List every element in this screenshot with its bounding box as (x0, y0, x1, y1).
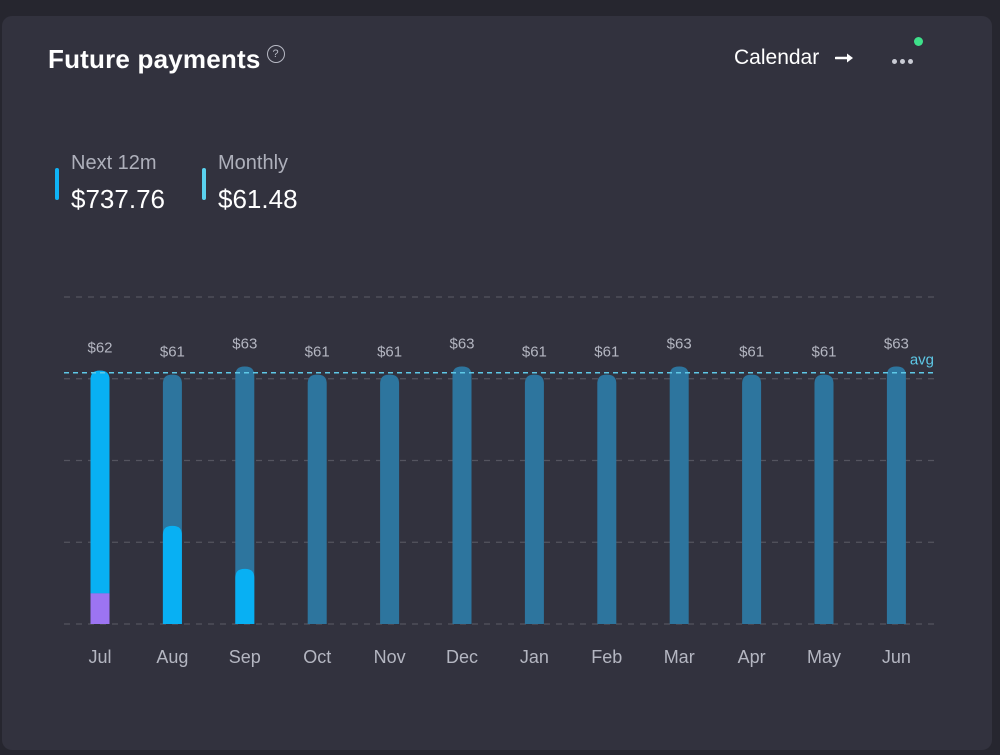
bar-value-label: $61 (522, 344, 547, 361)
bar-value-label: $63 (884, 335, 909, 352)
x-tick-label: Apr (738, 647, 766, 667)
bar-value-label: $63 (449, 335, 474, 352)
bar-value-label: $61 (305, 344, 330, 361)
card-title: Future payments (48, 44, 261, 74)
bar-value-label: $61 (739, 344, 764, 361)
arrow-right-icon (835, 53, 854, 63)
bar-value-label: $61 (811, 344, 836, 361)
more-horizontal-icon (892, 59, 897, 64)
bar-value-label: $63 (232, 335, 257, 352)
more-options-button[interactable] (886, 48, 920, 74)
bar-planned (235, 366, 255, 624)
bar-planned (452, 366, 472, 624)
bar-planned (886, 366, 906, 624)
notification-dot (914, 37, 923, 46)
x-tick-label: Nov (374, 647, 406, 667)
x-tick-label: Jun (882, 647, 911, 667)
bar-planned (814, 374, 834, 624)
bar-paid (90, 370, 110, 594)
x-tick-label: Aug (156, 647, 188, 667)
x-tick-label: Sep (229, 647, 261, 667)
stat-value: $737.76 (71, 184, 165, 214)
stat-marker (55, 168, 59, 200)
bar-value-label: $63 (667, 335, 692, 352)
x-tick-label: Jan (520, 647, 549, 667)
x-tick-label: Mar (664, 647, 695, 667)
bar-planned (669, 366, 689, 624)
bar-planned (597, 374, 617, 624)
avg-label: avg (910, 352, 934, 369)
stat-label: Monthly (218, 152, 289, 174)
x-tick-label: Jul (88, 647, 111, 667)
stat-marker (202, 168, 206, 200)
bar-planned (380, 374, 400, 624)
x-tick-label: Dec (446, 647, 478, 667)
stat-label: Next 12m (71, 152, 157, 174)
stat-value: $61.48 (218, 184, 298, 214)
bar-planned (524, 374, 544, 624)
bar-planned (742, 374, 762, 624)
bar-value-label: $61 (160, 344, 185, 361)
help-icon[interactable]: ? (266, 45, 285, 63)
bar-overdue (90, 593, 110, 624)
x-tick-label: May (807, 647, 841, 667)
x-tick-label: Oct (303, 647, 331, 667)
bar-paid (162, 525, 182, 624)
bar-paid (235, 568, 255, 624)
calendar-label: Calendar (734, 46, 820, 69)
bar-value-label: $61 (377, 344, 402, 361)
x-tick-label: Feb (591, 647, 622, 667)
bar-planned (307, 374, 327, 624)
bar-value-label: $62 (87, 340, 112, 357)
card-header: Future payments ? (48, 44, 285, 75)
calendar-link[interactable]: Calendar (734, 46, 855, 70)
bar-value-label: $61 (594, 344, 619, 361)
